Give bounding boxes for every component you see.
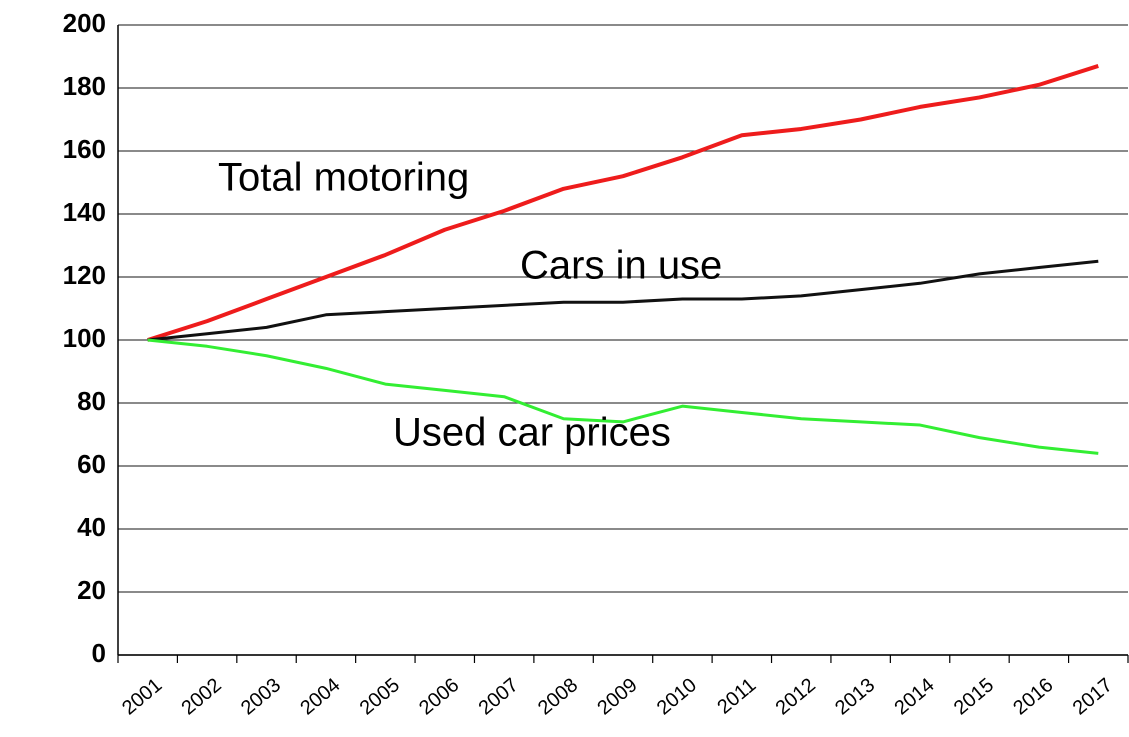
x-tick-label: 2008 [534,674,582,719]
x-tick-label: 2017 [1069,674,1117,719]
y-tick-label: 80 [77,386,106,416]
x-tick-label: 2015 [950,674,998,719]
y-tick-label: 100 [63,323,106,353]
y-tick-label: 160 [63,134,106,164]
series-label: Used car prices [393,411,671,455]
y-tick-label: 60 [77,449,106,479]
x-tick-label: 2006 [415,674,463,719]
x-tick-label: 2016 [1009,674,1057,719]
x-tick-label: 2010 [653,674,701,719]
y-tick-label: 140 [63,197,106,227]
y-tick-label: 20 [77,575,106,605]
y-tick-label: 200 [63,8,106,38]
y-tick-label: 40 [77,512,106,542]
x-tick-label: 2012 [772,674,820,719]
x-tick-label: 2007 [475,674,523,719]
y-tick-label: 120 [63,260,106,290]
x-tick-label: 2009 [593,674,641,719]
series-line [147,64,1099,342]
y-tick-label: 0 [92,638,106,668]
x-tick-label: 2005 [356,674,404,719]
series-label: Cars in use [520,244,722,288]
x-tick-label: 2004 [296,674,344,719]
series-label: Total motoring [218,156,469,200]
x-tick-label: 2002 [177,674,225,719]
x-tick-label: 2013 [831,674,879,719]
x-tick-label: 2014 [890,674,938,719]
series-line [147,338,1099,455]
y-tick-label: 180 [63,71,106,101]
x-tick-label: 2001 [118,674,166,719]
x-tick-label: 2011 [713,674,760,719]
x-tick-label: 2003 [237,674,285,719]
series-line [147,259,1099,342]
